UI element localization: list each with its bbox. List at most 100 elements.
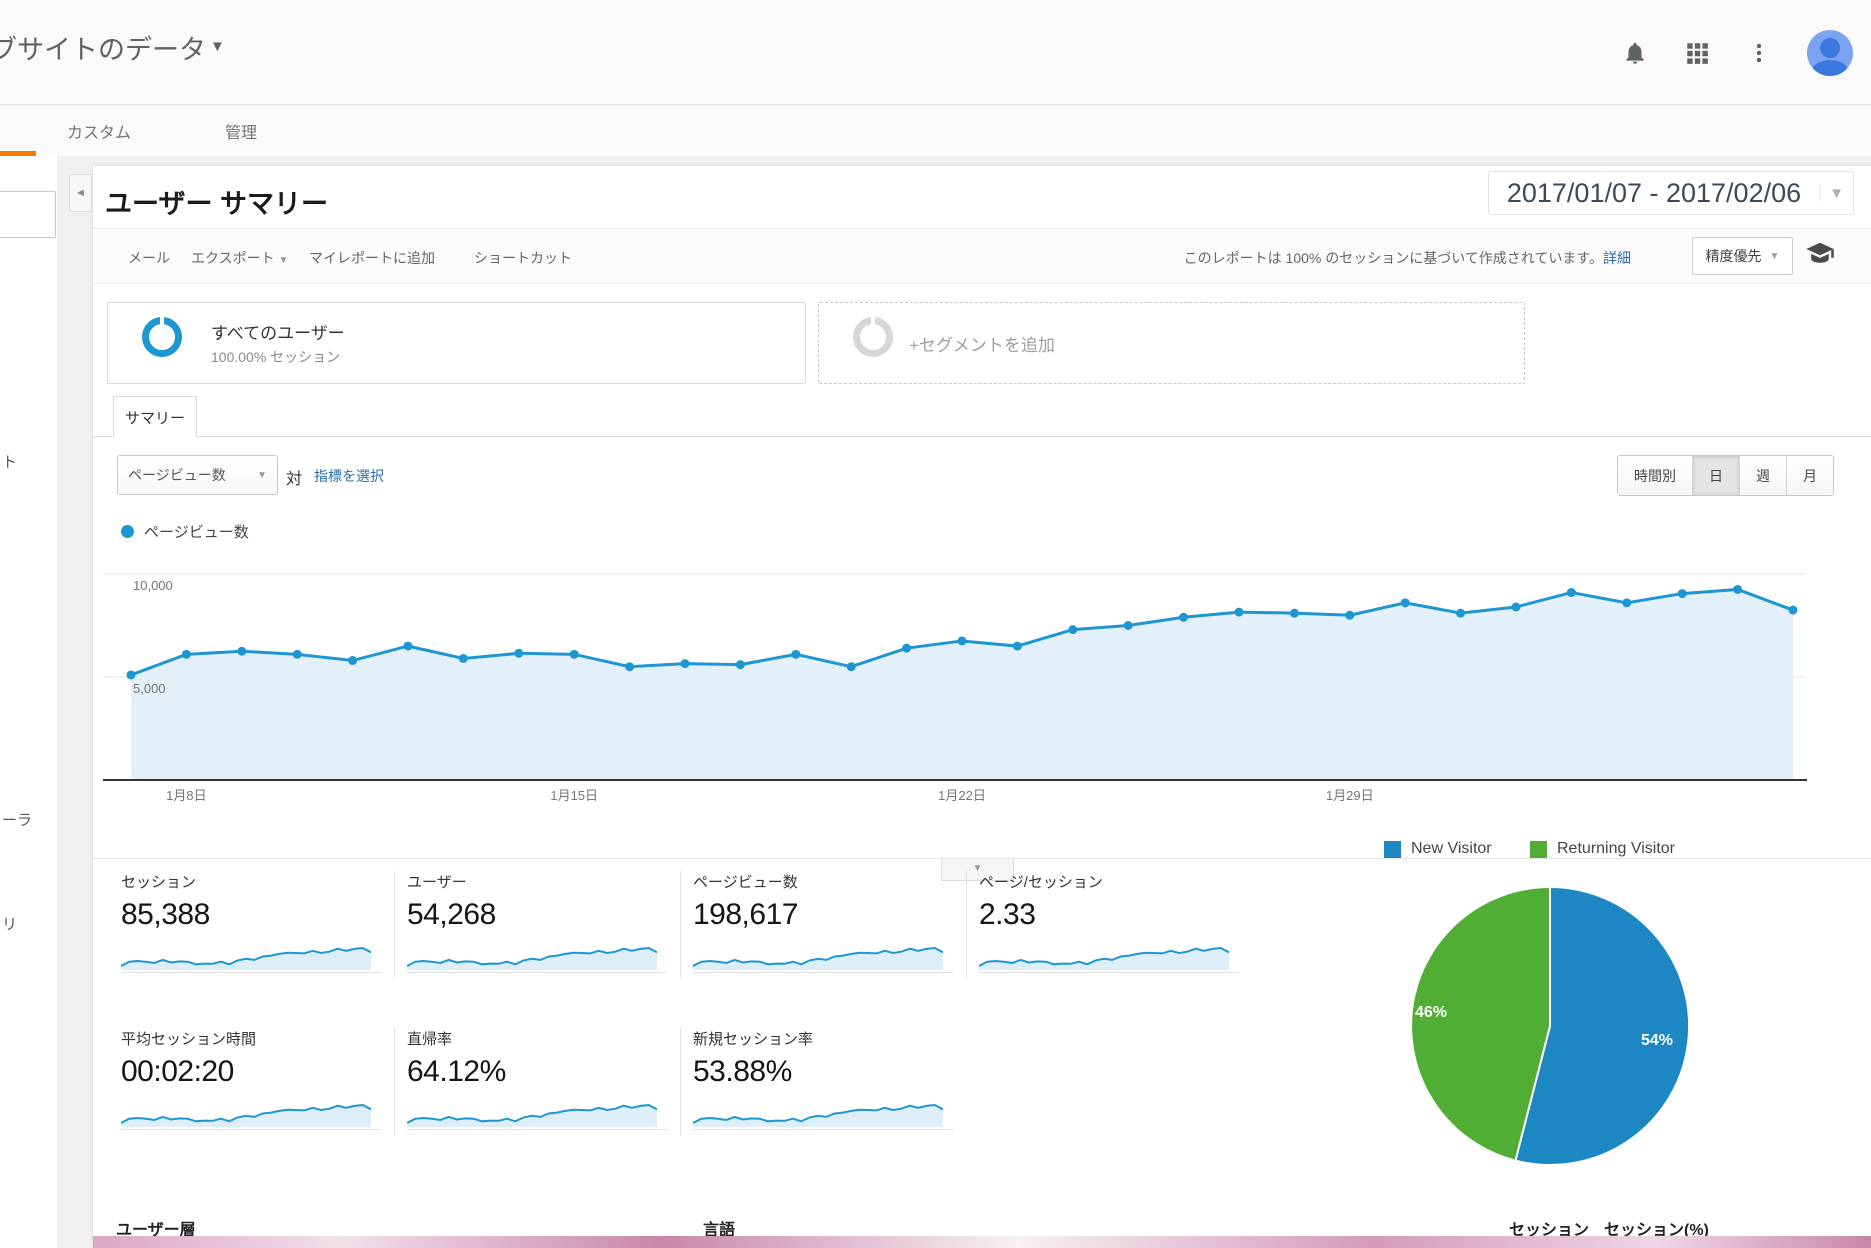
legend-label: ページビュー数	[144, 524, 249, 541]
metric-sparkline	[979, 946, 1229, 970]
sampling-note: このレポートは 100% のセッションに基づいて作成されています。詳細	[1183, 250, 1631, 266]
column-sessions-pct-label: セッション(%)	[1604, 1222, 1709, 1239]
section-language-label[interactable]: 言語	[703, 1222, 736, 1239]
user-avatar[interactable]	[1807, 29, 1853, 76]
metric-select-dropdown[interactable]: ページビュー数 ▼	[117, 455, 278, 495]
metric-value: 85,388	[121, 898, 210, 931]
metric-card-separator	[680, 871, 681, 979]
metric-card-4[interactable]: ページ/セッション 2.33	[979, 871, 1239, 973]
nav-tab-row: カスタム 管理	[0, 105, 1871, 156]
granularity-button-月[interactable]: 月	[1786, 456, 1833, 495]
metric-sparkline	[407, 1103, 657, 1127]
chart-legend: ページビュー数	[121, 521, 249, 542]
metric-label: ページビュー数	[693, 874, 798, 891]
metric-sparkline	[693, 1103, 943, 1127]
tab-admin[interactable]: 管理	[225, 125, 258, 142]
avatar-body	[1812, 59, 1848, 76]
returning-visitor-label: Returning Visitor	[1557, 840, 1675, 857]
segment-donut-gray-icon	[853, 316, 893, 357]
tab-divider	[93, 436, 1871, 437]
x-tick-label: 1月29日	[1325, 788, 1374, 803]
date-range-selector[interactable]: 2017/01/07 - 2017/02/06 ▼	[1488, 171, 1854, 215]
account-caret-icon[interactable]: ▼	[210, 38, 225, 55]
shortcut-button[interactable]: ショートカット	[474, 250, 572, 266]
new-visitor-label: New Visitor	[1411, 840, 1492, 857]
metric-label: セッション	[121, 874, 197, 891]
segment-all-users-card[interactable]: すべてのユーザー 100.00% セッション	[107, 302, 806, 384]
metric-card-baseline	[693, 972, 953, 973]
precision-caret-icon: ▼	[1769, 250, 1780, 262]
metric-label: ユーザー	[407, 874, 467, 891]
metric-value: 53.88%	[693, 1055, 792, 1088]
metric-card-baseline	[407, 1129, 667, 1130]
metric-card-2[interactable]: 直帰率 64.12%	[407, 1028, 667, 1130]
metric-card-baseline	[407, 972, 667, 973]
precision-selector[interactable]: 精度優先 ▼	[1692, 237, 1793, 275]
pie-pct-new: 54%	[1641, 1032, 1674, 1049]
metric-value: 54,268	[407, 898, 496, 931]
metric-label: 新規セッション率	[693, 1031, 814, 1048]
chart-collapse-button[interactable]: ▼	[941, 859, 1014, 881]
sidebar-item-fragment[interactable]: リ	[2, 916, 18, 933]
notifications-bell-icon[interactable]	[1621, 39, 1649, 67]
export-button[interactable]: エクスポート ▼	[191, 250, 289, 266]
metric-card-separator	[966, 871, 967, 979]
add-to-dashboard-button[interactable]: マイレポートに追加	[309, 250, 435, 266]
x-tick-label: 1月22日	[938, 788, 986, 803]
mail-button[interactable]: メール	[128, 250, 170, 266]
add-segment-label: +セグメントを追加	[909, 336, 1055, 355]
metric-card-3[interactable]: ページビュー数 198,617	[693, 871, 953, 973]
metric-value: 64.12%	[407, 1055, 506, 1088]
metric-card-3[interactable]: 新規セッション率 53.88%	[693, 1028, 953, 1130]
pie-legend-returning-visitor: Returning Visitor	[1530, 840, 1675, 858]
y-tick-label: 10,000	[133, 578, 173, 593]
metric-card-1[interactable]: セッション 85,388	[121, 871, 381, 973]
left-sidebar-clipped: ト ーラ リ	[0, 156, 57, 1248]
sidebar-item-fragment[interactable]: ト	[2, 454, 18, 471]
metric-card-1[interactable]: 平均セッション時間 00:02:20	[121, 1028, 381, 1130]
select-metric-link[interactable]: 指標を選択	[314, 468, 384, 484]
add-segment-card[interactable]: +セグメントを追加	[818, 302, 1525, 384]
chart-bottom-divider	[93, 858, 1871, 859]
graduation-cap-icon[interactable]	[1805, 241, 1835, 272]
granularity-button-週[interactable]: 週	[1739, 456, 1786, 495]
metric-card-baseline	[121, 972, 381, 973]
pageviews-line-chart[interactable]	[93, 526, 1813, 826]
date-range-text: 2017/01/07 - 2017/02/06	[1506, 177, 1802, 208]
tab-custom[interactable]: カスタム	[67, 125, 132, 142]
granularity-button-時間別[interactable]: 時間別	[1618, 456, 1692, 495]
more-vertical-icon[interactable]	[1745, 39, 1773, 67]
metric-sparkline	[121, 946, 371, 970]
account-title[interactable]: ブサイトのデータ	[0, 35, 206, 65]
date-caret-icon: ▼	[1819, 184, 1853, 202]
metric-sparkline	[121, 1103, 371, 1127]
apps-grid-icon[interactable]	[1683, 39, 1711, 67]
metric-value: 2.33	[979, 898, 1036, 931]
section-demographics-label[interactable]: ユーザー層	[116, 1222, 196, 1239]
visitor-type-pie-chart[interactable]	[1403, 879, 1697, 1173]
pie-legend-new-visitor: New Visitor	[1384, 840, 1492, 858]
tab-summary[interactable]: サマリー	[113, 396, 197, 437]
legend-dot-icon	[121, 525, 134, 538]
metric-card-baseline	[121, 1129, 381, 1130]
report-toolbar: メール エクスポート ▼ マイレポートに追加 ショートカット このレポートは 1…	[93, 228, 1871, 284]
report-page: ユーザー サマリー 2017/01/07 - 2017/02/06 ▼ メール …	[93, 166, 1871, 1248]
avatar-head	[1820, 37, 1840, 58]
metric-card-separator	[680, 1028, 681, 1136]
details-link[interactable]: 詳細	[1603, 250, 1631, 266]
pie-pct-returning: 46%	[1415, 1004, 1448, 1021]
vs-label: 対	[286, 471, 303, 488]
export-caret-icon: ▼	[278, 255, 289, 266]
metric-card-2[interactable]: ユーザー 54,268	[407, 871, 667, 973]
granularity-button-日[interactable]: 日	[1692, 456, 1739, 495]
segment-donut-icon	[142, 316, 182, 357]
pie-slice-returning-visitor[interactable]	[1410, 885, 1551, 1162]
pie-slice-new-visitor[interactable]	[1514, 885, 1691, 1166]
sidebar-search-fragment[interactable]	[0, 191, 56, 238]
column-sessions-label: セッション	[1509, 1222, 1590, 1239]
sidebar-item-fragment[interactable]: ーラ	[2, 812, 33, 829]
new-visitor-swatch-icon	[1384, 840, 1401, 858]
active-tab-indicator	[0, 151, 36, 156]
sidebar-collapse-button[interactable]: ◄	[69, 174, 92, 212]
metric-card-baseline	[693, 1129, 953, 1130]
